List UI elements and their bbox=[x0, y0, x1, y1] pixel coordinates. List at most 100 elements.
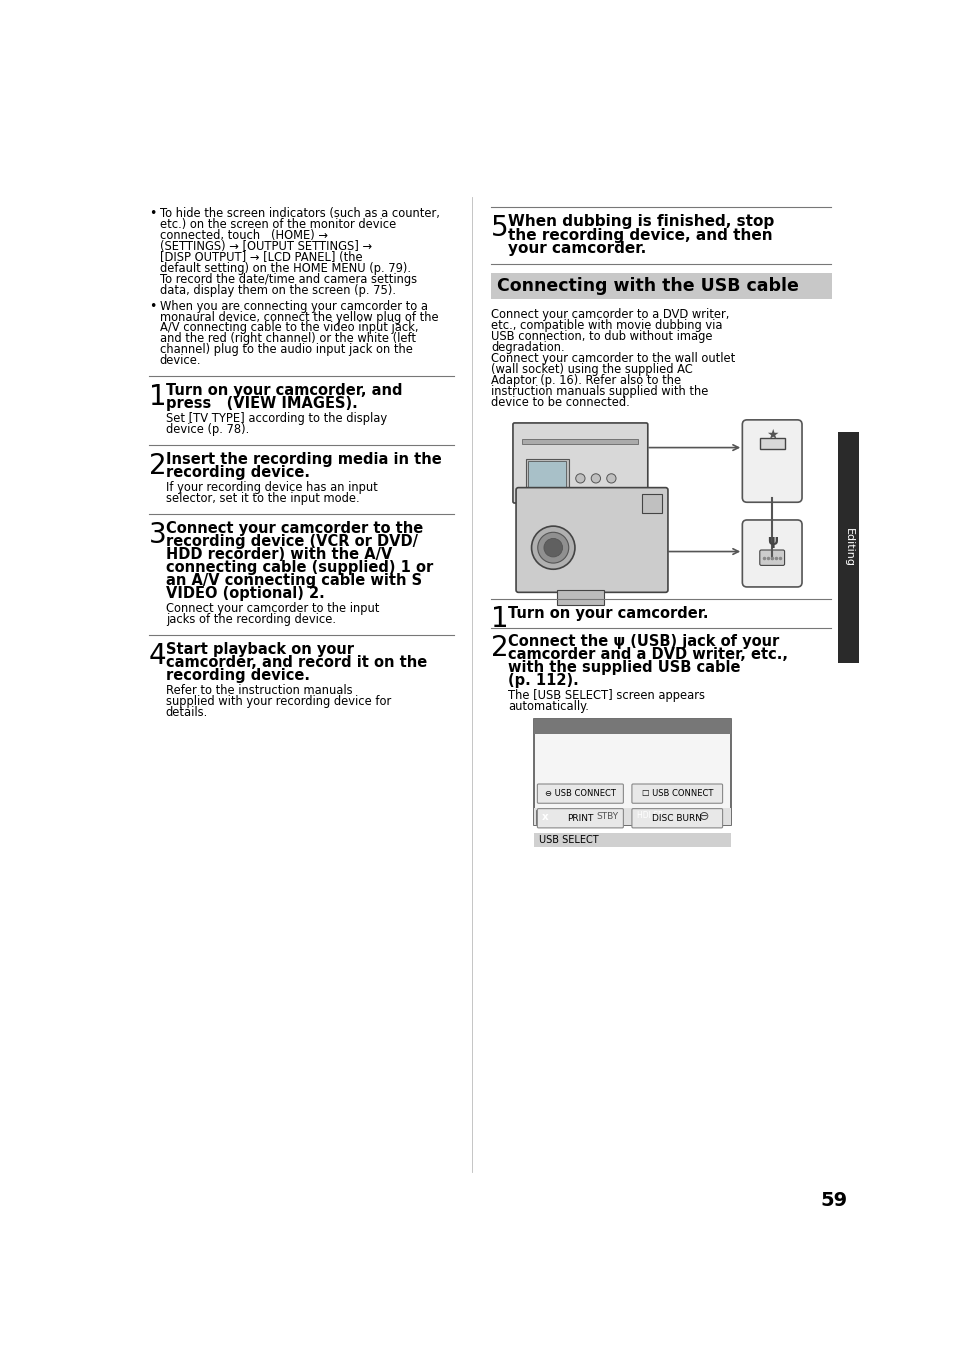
Text: •: • bbox=[149, 300, 156, 312]
Text: Connect your camcorder to a DVD writer,: Connect your camcorder to a DVD writer, bbox=[491, 308, 729, 322]
Text: and the red (right channel) or the white (left: and the red (right channel) or the white… bbox=[159, 332, 416, 346]
Bar bbox=[557, 590, 603, 605]
Text: connecting cable (supplied) 1 or: connecting cable (supplied) 1 or bbox=[166, 560, 433, 575]
Text: 59: 59 bbox=[820, 1191, 847, 1210]
Text: connected, touch   (HOME) →: connected, touch (HOME) → bbox=[159, 229, 335, 243]
Text: If your recording device has an input: If your recording device has an input bbox=[166, 480, 377, 494]
Circle shape bbox=[537, 532, 568, 563]
Text: (p. 112).: (p. 112). bbox=[508, 673, 578, 688]
Bar bbox=[491, 273, 831, 299]
Text: instruction manuals supplied with the: instruction manuals supplied with the bbox=[491, 385, 708, 398]
FancyBboxPatch shape bbox=[516, 487, 667, 593]
Bar bbox=[634, 810, 665, 821]
Text: device to be connected.: device to be connected. bbox=[491, 396, 629, 408]
FancyBboxPatch shape bbox=[741, 520, 801, 588]
Text: [DISP OUTPUT] → [LCD PANEL] (the: [DISP OUTPUT] → [LCD PANEL] (the bbox=[159, 251, 362, 265]
Text: Connecting with the USB cable: Connecting with the USB cable bbox=[497, 277, 799, 294]
Bar bbox=[525, 459, 568, 490]
Bar bbox=[536, 810, 553, 824]
Text: details.: details. bbox=[166, 706, 208, 719]
Text: your camcorder.: your camcorder. bbox=[508, 240, 646, 255]
Text: USB SELECT: USB SELECT bbox=[537, 835, 598, 845]
Text: Editing: Editing bbox=[842, 528, 853, 567]
Circle shape bbox=[543, 539, 562, 556]
Text: recording device.: recording device. bbox=[166, 668, 310, 683]
Text: Adaptor (p. 16). Refer also to the: Adaptor (p. 16). Refer also to the bbox=[491, 375, 680, 387]
Text: The [USB SELECT] screen appears: The [USB SELECT] screen appears bbox=[508, 689, 704, 703]
Circle shape bbox=[591, 474, 599, 483]
Bar bbox=[759, 438, 783, 449]
Text: Connect your camcorder to the: Connect your camcorder to the bbox=[166, 521, 422, 536]
Text: monaural device, connect the yellow plug of the: monaural device, connect the yellow plug… bbox=[159, 311, 437, 323]
Text: device (p. 78).: device (p. 78). bbox=[166, 423, 249, 436]
Text: an A/V connecting cable with S: an A/V connecting cable with S bbox=[166, 573, 421, 588]
FancyBboxPatch shape bbox=[631, 784, 721, 803]
Text: ★: ★ bbox=[765, 429, 778, 442]
Text: 3: 3 bbox=[149, 521, 166, 548]
Text: (wall socket) using the supplied AC: (wall socket) using the supplied AC bbox=[491, 364, 692, 376]
FancyBboxPatch shape bbox=[741, 419, 801, 502]
Text: When you are connecting your camcorder to a: When you are connecting your camcorder t… bbox=[159, 300, 427, 312]
Text: data, display them on the screen (p. 75).: data, display them on the screen (p. 75)… bbox=[159, 284, 395, 297]
Circle shape bbox=[606, 474, 616, 483]
Text: 1: 1 bbox=[491, 605, 508, 634]
Text: ⊖: ⊖ bbox=[699, 810, 709, 824]
Text: Connect the ψ (USB) jack of your: Connect the ψ (USB) jack of your bbox=[508, 634, 779, 649]
Bar bbox=[534, 809, 731, 825]
Text: device.: device. bbox=[159, 354, 201, 368]
Text: etc.) on the screen of the monitor device: etc.) on the screen of the monitor devic… bbox=[159, 218, 395, 232]
Text: Turn on your camcorder.: Turn on your camcorder. bbox=[508, 607, 708, 622]
Text: camcorder and a DVD writer, etc.,: camcorder and a DVD writer, etc., bbox=[508, 647, 787, 662]
Text: When dubbing is finished, stop: When dubbing is finished, stop bbox=[508, 214, 774, 229]
Text: 1: 1 bbox=[149, 383, 166, 411]
Text: Set [TV TYPE] according to the display: Set [TV TYPE] according to the display bbox=[166, 413, 387, 425]
Text: To record the date/time and camera settings: To record the date/time and camera setti… bbox=[159, 273, 416, 286]
Text: STBY: STBY bbox=[596, 813, 618, 821]
Circle shape bbox=[531, 527, 575, 569]
Bar bbox=[838, 433, 858, 664]
Text: recording device (VCR or DVD/: recording device (VCR or DVD/ bbox=[166, 533, 417, 548]
Text: ψ: ψ bbox=[766, 533, 777, 548]
Text: HDD recorder) with the A/V: HDD recorder) with the A/V bbox=[166, 547, 392, 562]
Text: default setting) on the HOME MENU (p. 79).: default setting) on the HOME MENU (p. 79… bbox=[159, 262, 410, 275]
Text: USB connection, to dub without image: USB connection, to dub without image bbox=[491, 330, 712, 343]
Text: automatically.: automatically. bbox=[508, 700, 589, 714]
Bar bbox=[641, 494, 661, 513]
Text: A/V connecting cable to the video input jack,: A/V connecting cable to the video input … bbox=[159, 322, 417, 334]
Text: Connect your camcorder to the wall outlet: Connect your camcorder to the wall outle… bbox=[491, 351, 735, 365]
Text: 5: 5 bbox=[491, 213, 508, 242]
Text: Refer to the instruction manuals: Refer to the instruction manuals bbox=[166, 684, 352, 697]
Text: x: x bbox=[540, 811, 548, 822]
Text: Insert the recording media in the: Insert the recording media in the bbox=[166, 452, 441, 467]
FancyBboxPatch shape bbox=[631, 809, 721, 828]
Text: channel) plug to the audio input jack on the: channel) plug to the audio input jack on… bbox=[159, 343, 412, 357]
Text: recording device.: recording device. bbox=[166, 465, 310, 480]
Bar bbox=[534, 719, 731, 825]
Text: 2: 2 bbox=[149, 452, 166, 480]
Text: jacks of the recording device.: jacks of the recording device. bbox=[166, 613, 335, 626]
Bar bbox=[521, 440, 638, 444]
FancyBboxPatch shape bbox=[537, 784, 622, 803]
Text: with the supplied USB cable: with the supplied USB cable bbox=[508, 660, 740, 674]
FancyBboxPatch shape bbox=[513, 423, 647, 503]
FancyBboxPatch shape bbox=[537, 809, 622, 828]
Text: PRINT: PRINT bbox=[567, 814, 593, 822]
Text: 4: 4 bbox=[149, 642, 166, 670]
Circle shape bbox=[575, 474, 584, 483]
Text: Connect your camcorder to the input: Connect your camcorder to the input bbox=[166, 603, 378, 615]
Text: VIDEO (optional) 2.: VIDEO (optional) 2. bbox=[166, 586, 324, 601]
Text: ⊖ USB CONNECT: ⊖ USB CONNECT bbox=[544, 790, 616, 798]
Bar bbox=[534, 833, 731, 847]
Text: selector, set it to the input mode.: selector, set it to the input mode. bbox=[166, 493, 359, 505]
Text: Start playback on your: Start playback on your bbox=[166, 642, 354, 657]
Text: •: • bbox=[149, 208, 156, 220]
Text: the recording device, and then: the recording device, and then bbox=[508, 228, 772, 243]
Text: 2: 2 bbox=[491, 634, 508, 662]
Text: degradation.: degradation. bbox=[491, 341, 564, 354]
Bar bbox=[534, 719, 731, 734]
Text: press   (VIEW IMAGES).: press (VIEW IMAGES). bbox=[166, 396, 357, 411]
FancyBboxPatch shape bbox=[759, 550, 783, 566]
Text: To hide the screen indicators (such as a counter,: To hide the screen indicators (such as a… bbox=[159, 208, 439, 220]
Text: DISC BURN: DISC BURN bbox=[652, 814, 701, 822]
Text: etc., compatible with movie dubbing via: etc., compatible with movie dubbing via bbox=[491, 319, 722, 332]
